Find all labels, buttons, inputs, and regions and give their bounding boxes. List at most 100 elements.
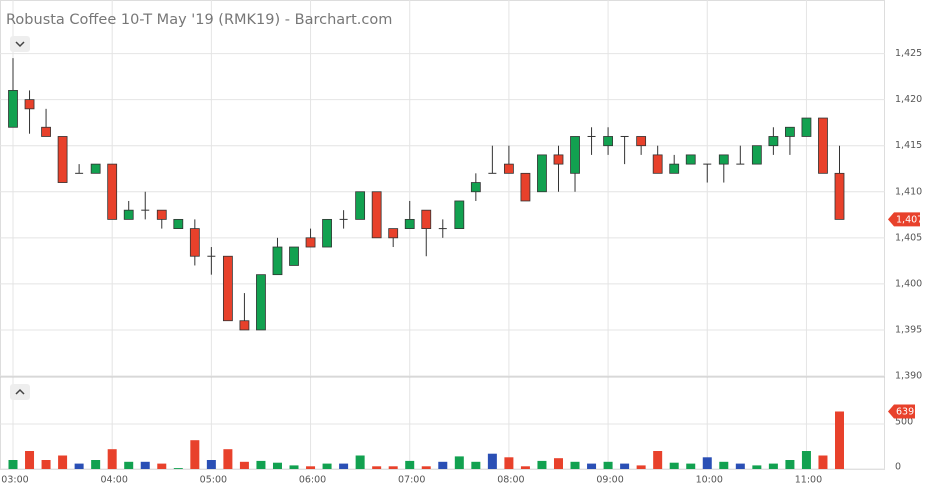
x-tick-label: 10:00 <box>696 475 723 486</box>
volume-bar <box>58 455 68 469</box>
candle-body <box>272 246 283 276</box>
volume-bar <box>801 451 811 469</box>
volume-bar <box>372 466 382 469</box>
price-badge <box>888 212 920 227</box>
volume-bar <box>173 468 183 469</box>
candle-body <box>305 237 316 248</box>
candle-body <box>751 145 762 165</box>
candle-body <box>173 218 184 229</box>
volume-bar <box>388 466 398 469</box>
candle-body <box>57 136 68 183</box>
volume-bar <box>553 458 563 469</box>
candle-body <box>570 136 580 174</box>
volume-bar <box>256 460 266 469</box>
volume-bar <box>41 460 51 469</box>
candle-body <box>371 191 382 239</box>
candle-body <box>685 154 696 165</box>
candle-body <box>421 209 432 230</box>
volume-bar <box>157 463 167 469</box>
volume-bar <box>438 461 448 469</box>
volume-tick-label: 0 <box>895 462 901 473</box>
volume-bar <box>785 460 795 469</box>
volume-bar <box>272 462 282 469</box>
last-volume-label: 639 <box>896 406 914 417</box>
volume-bar <box>306 466 316 469</box>
candle-body <box>107 163 118 220</box>
volume-bar <box>206 460 216 469</box>
volume-bar <box>603 461 613 469</box>
volume-bar <box>768 463 778 469</box>
volume-bar <box>239 461 249 469</box>
candle-body <box>8 90 18 128</box>
candle-body <box>454 200 465 229</box>
volume-bar <box>653 451 663 469</box>
x-tick-label: 07:00 <box>398 475 425 486</box>
volume-bar <box>835 411 844 469</box>
volume-bar <box>190 440 200 469</box>
collapse-button[interactable] <box>10 36 30 52</box>
volume-tick-label: 500 <box>895 417 913 428</box>
x-tick-label: 05:00 <box>200 475 227 486</box>
marks <box>8 58 845 469</box>
volume-bar <box>289 465 299 469</box>
candle-body <box>818 117 828 174</box>
chart-title: Robusta Coffee 10-T May '19 (RMK19) - Ba… <box>6 12 392 28</box>
candle-body <box>785 126 795 137</box>
volume-bar <box>405 460 415 469</box>
volume-bar <box>421 466 431 469</box>
candle-body <box>289 246 299 266</box>
volume-bar <box>520 466 530 469</box>
volume-bar <box>537 460 547 469</box>
volume-bar <box>587 463 597 469</box>
candle-body <box>718 154 729 165</box>
candle-body <box>553 154 564 165</box>
x-tick-label: 06:00 <box>299 475 326 486</box>
volume-bar <box>487 453 497 469</box>
volume-bar <box>8 460 18 469</box>
volume-bar <box>471 461 481 469</box>
candle-body <box>520 172 531 202</box>
candle-body <box>603 136 613 147</box>
volume-bar <box>752 465 762 469</box>
candle-body <box>41 126 51 137</box>
expand-button[interactable] <box>10 384 30 400</box>
candle-body <box>90 163 101 174</box>
candle-body <box>388 228 399 239</box>
last-price-label: 1,407 <box>896 214 923 225</box>
x-tick-label: 09:00 <box>596 475 623 486</box>
candle-body <box>537 154 547 193</box>
volume-bar <box>124 461 134 469</box>
volume-bar <box>25 451 35 469</box>
volume-bar <box>719 461 729 469</box>
y-tick-label: 1,425 <box>895 48 922 59</box>
volume-bar <box>636 465 646 469</box>
volume-bar <box>669 462 679 469</box>
y-tick-label: 1,405 <box>895 232 922 243</box>
candle-body <box>123 209 134 220</box>
candle-body <box>239 320 250 331</box>
volume-bar <box>339 463 349 469</box>
candle-body <box>652 154 663 174</box>
candle-body <box>470 182 481 193</box>
volume-bar <box>355 455 365 469</box>
candle-body <box>189 228 200 257</box>
candle-body <box>669 163 680 174</box>
candle-body <box>222 255 233 322</box>
candle-body <box>355 191 366 220</box>
volume-bar <box>620 463 630 469</box>
volume-bar <box>107 449 117 469</box>
volume-bar <box>570 461 580 469</box>
volume-bar <box>74 463 84 469</box>
y-tick-label: 1,420 <box>895 94 922 105</box>
candle-body <box>404 218 415 229</box>
x-tick-label: 11:00 <box>795 475 822 486</box>
volume-badge <box>888 404 915 419</box>
volume-bar <box>686 463 696 469</box>
y-tick-label: 1,415 <box>895 140 922 151</box>
volume-bar <box>504 457 514 469</box>
candle-body <box>801 117 812 137</box>
candle-body <box>256 274 266 331</box>
candle-body <box>768 136 779 147</box>
volume-bar <box>702 457 712 469</box>
